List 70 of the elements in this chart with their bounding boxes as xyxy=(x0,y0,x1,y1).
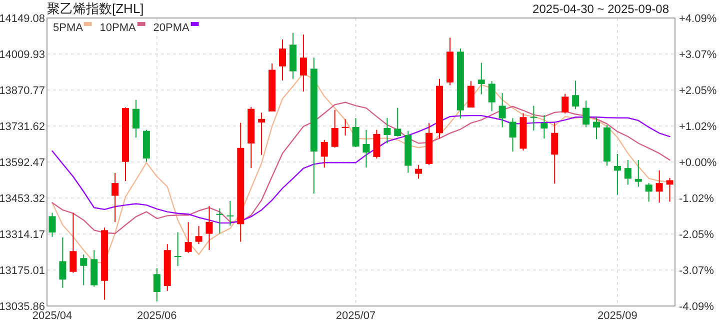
candlestick xyxy=(216,208,224,234)
candlestick xyxy=(614,153,621,196)
chart-subtitle: 2025-04-30 ~ 2025-09-08 xyxy=(532,2,670,16)
candlestick xyxy=(258,112,266,156)
candlestick xyxy=(656,170,663,204)
candlestick xyxy=(362,129,370,168)
candlestick xyxy=(498,92,506,128)
candlestick xyxy=(132,99,140,138)
candlestick xyxy=(562,93,569,114)
candlestick xyxy=(80,254,88,286)
legend-label: 20PMA xyxy=(153,22,190,34)
candlestick xyxy=(467,80,474,108)
y-tick-label: 14149.08 xyxy=(0,13,45,25)
candlestick xyxy=(509,118,516,152)
candlestick xyxy=(478,62,485,95)
candlestick xyxy=(206,206,213,251)
y2-tick-label: -1.02% xyxy=(679,192,714,205)
y2-tick-label: -3.07% xyxy=(679,265,714,278)
y2-tick-label: -2.05% xyxy=(679,229,714,242)
candlestick xyxy=(331,109,338,148)
candlestick xyxy=(352,118,360,148)
x-tick-label: 2025/04 xyxy=(32,310,72,320)
y-tick-label: 13314.17 xyxy=(0,229,45,241)
chart-title: 聚乙烯指数[ZHL] xyxy=(47,1,144,16)
x-tick-label: 2025/06 xyxy=(137,310,177,320)
candlestick xyxy=(384,117,391,144)
y2-tick-label: -4.09% xyxy=(679,301,714,313)
candlestick xyxy=(320,139,328,168)
candlestick xyxy=(184,222,192,254)
candlestick xyxy=(342,118,349,136)
y2-tick-label: +4.09% xyxy=(679,13,717,25)
candlestick xyxy=(540,114,548,140)
candlestick xyxy=(415,164,422,180)
candlestick xyxy=(634,160,642,188)
y2-tick-label: +0.00% xyxy=(679,157,717,169)
candlestick xyxy=(226,200,234,226)
candlestick xyxy=(153,268,160,302)
candlestick xyxy=(59,236,66,288)
y2-tick-label: +3.07% xyxy=(679,48,717,61)
candlestick xyxy=(593,116,600,140)
candlestick xyxy=(300,34,307,92)
candlestick xyxy=(582,100,590,128)
y-tick-label: 13870.77 xyxy=(0,85,45,97)
candlestick xyxy=(279,38,286,81)
y2-tick-label: +1.02% xyxy=(679,121,717,134)
y2-tick-label: +2.05% xyxy=(679,84,717,97)
candlestick xyxy=(195,226,202,245)
x-tick-label: 2025/09 xyxy=(598,310,638,320)
y-tick-label: 13453.32 xyxy=(0,193,45,205)
candlestick xyxy=(174,232,182,267)
y-tick-label: 13175.01 xyxy=(0,265,45,277)
candlestick xyxy=(70,212,77,274)
candlestick xyxy=(645,182,652,202)
legend-label: 10PMA xyxy=(100,22,137,34)
candlestick xyxy=(373,129,380,159)
candlestick xyxy=(530,105,538,132)
candlestick xyxy=(572,80,580,110)
candlestick xyxy=(394,107,402,138)
candlestick xyxy=(488,80,496,112)
candlestick xyxy=(551,122,558,184)
x-tick-label: 2025/07 xyxy=(336,310,376,320)
candlestick xyxy=(666,177,674,202)
candlestick xyxy=(624,160,632,186)
y-tick-label: 13592.47 xyxy=(0,157,45,169)
y-tick-label: 13731.62 xyxy=(0,121,45,133)
y-tick-label: 13035.86 xyxy=(0,301,45,313)
legend-label: 5PMA xyxy=(53,22,84,34)
candlestick xyxy=(112,172,119,223)
candlestick xyxy=(48,212,56,238)
y-tick-label: 14009.93 xyxy=(0,49,45,61)
